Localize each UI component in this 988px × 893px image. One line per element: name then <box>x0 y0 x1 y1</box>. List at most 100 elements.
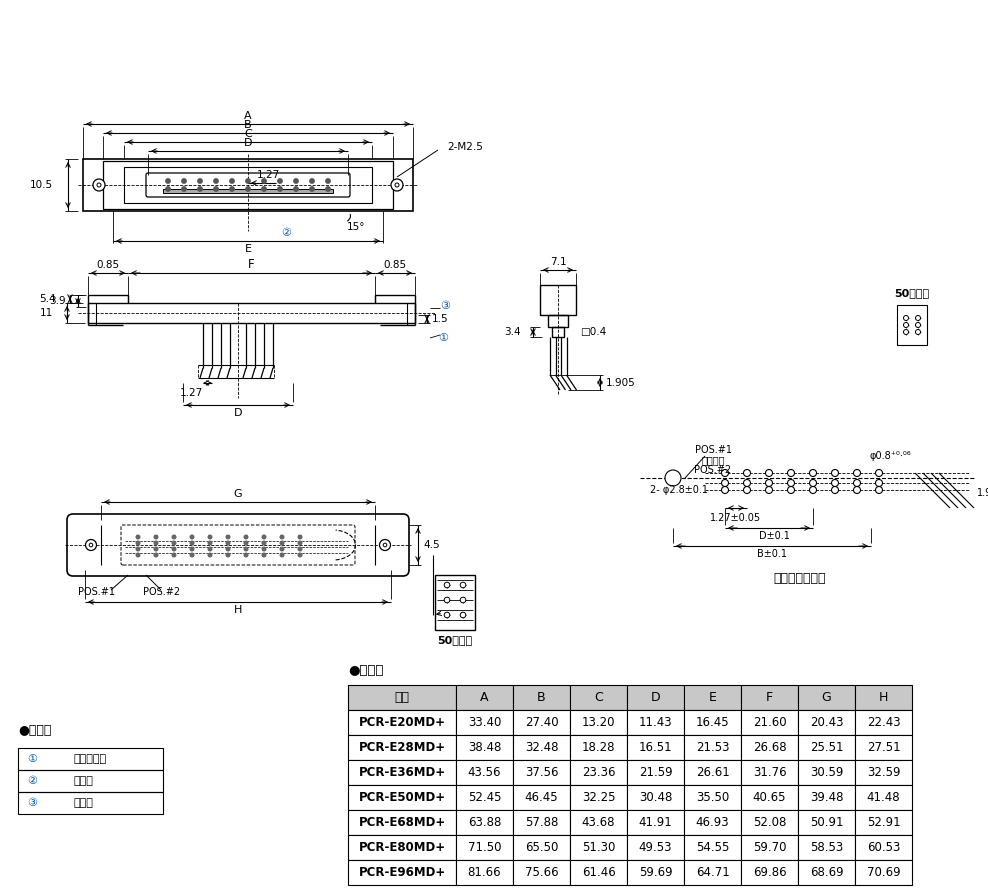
Text: PCR-E28MD+: PCR-E28MD+ <box>359 741 446 754</box>
Text: 65.50: 65.50 <box>525 841 558 854</box>
Circle shape <box>226 553 230 557</box>
Circle shape <box>310 179 314 183</box>
Text: 16.45: 16.45 <box>696 716 729 729</box>
Bar <box>855 760 912 785</box>
Bar <box>456 835 513 860</box>
Circle shape <box>136 535 139 538</box>
Bar <box>570 685 627 710</box>
Circle shape <box>379 539 390 550</box>
Circle shape <box>213 187 218 191</box>
Circle shape <box>154 541 158 545</box>
Circle shape <box>208 541 211 545</box>
Bar <box>513 710 570 735</box>
Circle shape <box>166 179 170 183</box>
Bar <box>798 860 855 885</box>
Text: PCR-E36MD+: PCR-E36MD+ <box>359 766 446 779</box>
Bar <box>627 835 684 860</box>
Text: 32.48: 32.48 <box>525 741 558 754</box>
Circle shape <box>903 322 909 328</box>
Bar <box>348 785 456 810</box>
Text: A: A <box>480 691 489 704</box>
Circle shape <box>154 553 158 557</box>
Circle shape <box>744 487 751 494</box>
Bar <box>855 835 912 860</box>
Circle shape <box>246 187 250 191</box>
Circle shape <box>766 470 773 477</box>
Text: PCR-E96MD+: PCR-E96MD+ <box>359 866 446 879</box>
Text: G: G <box>822 691 831 704</box>
Text: 70.69: 70.69 <box>866 866 900 879</box>
Text: 41.48: 41.48 <box>866 791 900 804</box>
Circle shape <box>903 330 909 335</box>
Circle shape <box>298 535 301 538</box>
Text: ●部品表: ●部品表 <box>18 723 51 737</box>
Circle shape <box>875 480 882 487</box>
Bar <box>513 760 570 785</box>
Bar <box>570 835 627 860</box>
Bar <box>456 860 513 885</box>
Text: PCR-E80MD+: PCR-E80MD+ <box>359 841 446 854</box>
Text: C: C <box>594 691 603 704</box>
Circle shape <box>310 187 314 191</box>
Circle shape <box>246 179 250 183</box>
Text: 27.40: 27.40 <box>525 716 558 729</box>
Circle shape <box>298 547 301 551</box>
Bar <box>798 760 855 785</box>
Text: E: E <box>244 244 252 254</box>
Text: 26.68: 26.68 <box>753 741 786 754</box>
Bar <box>552 327 564 337</box>
Text: D: D <box>651 691 660 704</box>
Bar <box>456 685 513 710</box>
Circle shape <box>136 553 139 557</box>
Text: 68.69: 68.69 <box>810 866 844 879</box>
Bar <box>627 810 684 835</box>
Bar <box>570 810 627 835</box>
Text: ②: ② <box>281 228 291 238</box>
Bar <box>548 315 568 327</box>
Bar <box>855 735 912 760</box>
Circle shape <box>665 470 681 486</box>
Bar <box>348 810 456 835</box>
Text: 51.30: 51.30 <box>582 841 616 854</box>
Text: 41.91: 41.91 <box>638 816 673 829</box>
Circle shape <box>391 179 403 191</box>
Text: 4.5: 4.5 <box>423 540 440 550</box>
Text: 0.85: 0.85 <box>97 260 120 270</box>
Text: 43.56: 43.56 <box>467 766 501 779</box>
Circle shape <box>208 553 211 557</box>
Circle shape <box>832 487 839 494</box>
Text: H: H <box>234 605 242 615</box>
Circle shape <box>262 541 266 545</box>
Text: 21.60: 21.60 <box>753 716 786 729</box>
Circle shape <box>136 547 139 551</box>
Text: D±0.1: D±0.1 <box>759 531 789 541</box>
Text: 1.27: 1.27 <box>180 388 203 398</box>
Text: 基準ピン: 基準ピン <box>701 455 725 465</box>
Text: POS.#1: POS.#1 <box>695 445 731 455</box>
Text: 7.1: 7.1 <box>549 257 566 267</box>
Text: 11: 11 <box>40 308 53 318</box>
Circle shape <box>281 547 284 551</box>
Circle shape <box>445 597 450 603</box>
Circle shape <box>262 553 266 557</box>
Bar <box>435 575 475 630</box>
Bar <box>741 685 798 710</box>
Text: φ0.8⁺⁰⋅⁰⁶: φ0.8⁺⁰⋅⁰⁶ <box>869 451 911 461</box>
Text: 2- φ2.8±0.1: 2- φ2.8±0.1 <box>650 485 708 495</box>
Text: 26.61: 26.61 <box>696 766 729 779</box>
Text: 0.85: 0.85 <box>383 260 407 270</box>
Circle shape <box>809 480 816 487</box>
Text: 23.36: 23.36 <box>582 766 616 779</box>
Circle shape <box>854 487 861 494</box>
Text: 46.93: 46.93 <box>696 816 729 829</box>
Circle shape <box>854 480 861 487</box>
Circle shape <box>172 541 176 545</box>
Circle shape <box>262 535 266 538</box>
Bar <box>348 735 456 760</box>
Circle shape <box>262 547 266 551</box>
Text: POS.#2: POS.#2 <box>143 587 180 597</box>
Circle shape <box>172 547 176 551</box>
Circle shape <box>298 541 301 545</box>
Text: 38.48: 38.48 <box>467 741 501 754</box>
Bar <box>456 735 513 760</box>
